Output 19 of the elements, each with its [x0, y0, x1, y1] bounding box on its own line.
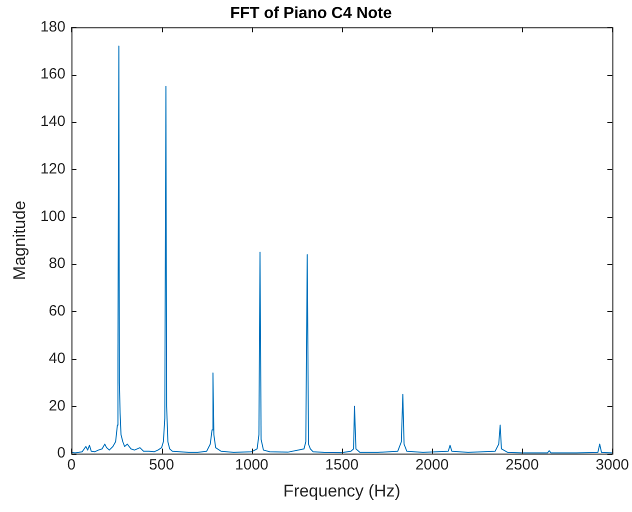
y-tick-label: 20 — [48, 397, 66, 414]
x-tick-label: 500 — [149, 456, 174, 474]
y-tick-label: 140 — [40, 113, 66, 130]
x-tick-label: 3000 — [596, 456, 630, 474]
y-axis-title: Magnitude — [10, 200, 29, 280]
y-tick-label: 180 — [40, 18, 66, 36]
y-tick-label: 80 — [48, 255, 66, 272]
x-tick-label: 1500 — [325, 456, 359, 474]
x-axis-title: Frequency (Hz) — [283, 481, 400, 500]
y-tick-label: 120 — [40, 160, 66, 178]
y-tick-label: 0 — [57, 444, 66, 462]
y-tick-label: 160 — [40, 66, 66, 83]
x-tick-label: 2000 — [415, 456, 449, 474]
y-tick-label: 100 — [40, 208, 66, 225]
x-tick-label: 2500 — [505, 456, 539, 474]
chart-title: FFT of Piano C4 Note — [230, 5, 392, 22]
y-tick-label: 40 — [48, 350, 66, 367]
x-tick-label: 1000 — [235, 456, 268, 474]
y-tick-label: 60 — [48, 302, 66, 320]
